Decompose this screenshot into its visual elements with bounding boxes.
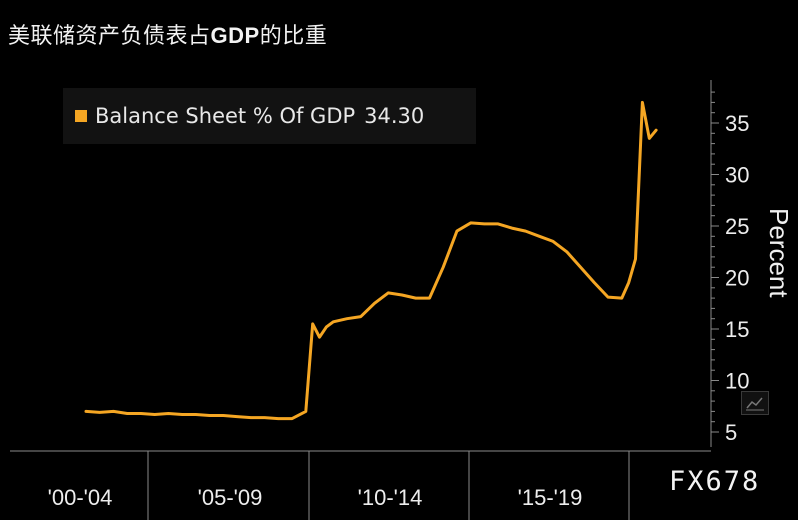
legend-value: 34.30 xyxy=(364,104,425,128)
series-line-balance-sheet xyxy=(84,100,658,421)
x-tick-label: '10-'14 xyxy=(358,485,423,510)
y-tick-label: 10 xyxy=(725,369,749,394)
y-tick-label: 5 xyxy=(725,420,737,445)
y-tick-label: 25 xyxy=(725,214,749,239)
mini-chart-icon xyxy=(746,397,764,411)
chart-title: 美联储资产负债表占GDP的比重 xyxy=(8,23,328,49)
y-tick-label: 20 xyxy=(725,266,749,291)
legend: Balance Sheet % Of GDP 34.30 xyxy=(63,88,476,144)
chart-toggle-button[interactable] xyxy=(741,391,769,415)
legend-swatch xyxy=(75,110,87,122)
x-tick-label: '05-'09 xyxy=(198,485,263,510)
y-tick-label: 35 xyxy=(725,111,749,136)
watermark: FX678 xyxy=(669,466,761,497)
legend-label: Balance Sheet % Of GDP xyxy=(95,104,356,128)
x-tick-label: '15-'19 xyxy=(518,485,583,510)
y-axis-label: Percent xyxy=(764,208,794,298)
y-tick-label: 15 xyxy=(725,317,749,342)
y-tick-label: 30 xyxy=(725,163,749,188)
x-tick-label: '00-'04 xyxy=(48,485,113,510)
